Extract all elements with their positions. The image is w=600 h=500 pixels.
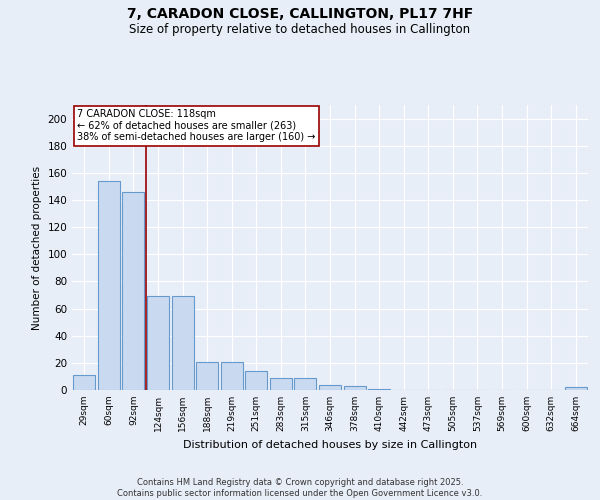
Y-axis label: Number of detached properties: Number of detached properties [32,166,42,330]
Bar [270,378,292,390]
Bar [147,296,169,390]
Bar [196,362,218,390]
Bar [319,384,341,390]
Text: 7 CARADON CLOSE: 118sqm
← 62% of detached houses are smaller (263)
38% of semi-d: 7 CARADON CLOSE: 118sqm ← 62% of detache… [77,110,316,142]
Bar [368,388,390,390]
Bar [73,375,95,390]
Bar [221,362,243,390]
Bar [295,378,316,390]
Bar [172,296,194,390]
Bar [344,386,365,390]
Text: Size of property relative to detached houses in Callington: Size of property relative to detached ho… [130,22,470,36]
Bar [98,181,120,390]
Text: 7, CARADON CLOSE, CALLINGTON, PL17 7HF: 7, CARADON CLOSE, CALLINGTON, PL17 7HF [127,8,473,22]
Bar [122,192,145,390]
X-axis label: Distribution of detached houses by size in Callington: Distribution of detached houses by size … [183,440,477,450]
Bar [245,371,268,390]
Bar [565,388,587,390]
Text: Contains HM Land Registry data © Crown copyright and database right 2025.
Contai: Contains HM Land Registry data © Crown c… [118,478,482,498]
